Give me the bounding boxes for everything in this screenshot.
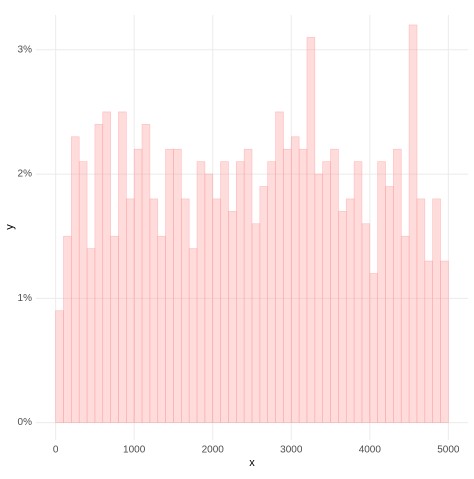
bar [141,124,151,423]
bar [149,198,159,423]
x-tick-label: 4000 [359,445,382,456]
bar [416,198,426,423]
bar [204,173,214,423]
bar [118,111,127,423]
bar [188,248,198,423]
bar [322,161,331,423]
bar [361,223,371,423]
bar [235,161,245,423]
bar [330,148,339,423]
bar [228,211,237,423]
bar [110,235,119,423]
bar [275,111,284,423]
y-tick-label: 2% [18,169,33,180]
bar [440,260,449,423]
bar [251,223,261,423]
bar [133,148,143,423]
y-tick-label: 3% [18,44,33,55]
bar [385,186,394,423]
bar [298,148,308,423]
y-axis-label: y [4,224,16,230]
bar [55,310,64,423]
bar [173,148,182,423]
bar [94,124,104,423]
bar [338,211,347,423]
bar [290,136,300,423]
bar [126,198,135,423]
bar [345,198,355,423]
bar [369,273,378,423]
bar [283,148,292,423]
bar [400,235,410,423]
bar [243,148,253,423]
bar [267,161,276,423]
bar [157,235,166,423]
bar [86,248,96,423]
bar [306,37,316,423]
x-tick-label: 5000 [437,445,460,456]
bar [432,198,441,423]
bar [165,148,174,423]
bar [408,24,418,423]
bar [259,186,269,423]
bar [353,161,363,423]
bar [78,161,88,423]
bar [196,161,206,423]
x-tick-label: 2000 [202,445,225,456]
bar [63,235,72,423]
x-axis-label: x [249,457,255,469]
x-tick-label: 0 [53,445,59,456]
y-tick-label: 1% [18,293,33,304]
bar [102,111,111,423]
bar [181,198,190,423]
x-tick-label: 1000 [123,445,146,456]
x-tick-label: 3000 [280,445,303,456]
bar [220,161,229,423]
y-tick-label: 0% [18,417,33,428]
bar [393,148,402,423]
bar [377,161,386,423]
bar [212,198,221,423]
bar [424,260,433,423]
bar [314,173,323,423]
bar [71,136,80,423]
